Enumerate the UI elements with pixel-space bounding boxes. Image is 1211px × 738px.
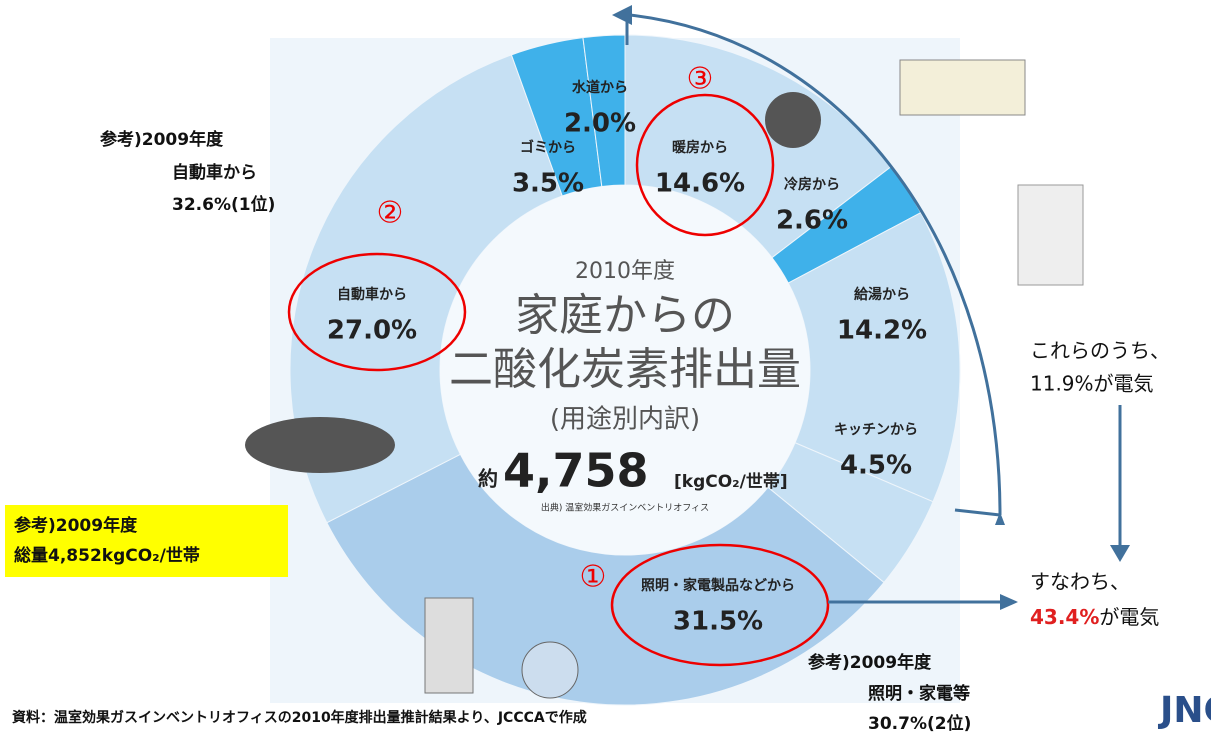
highlight-value: 43.4% bbox=[1030, 605, 1099, 629]
note-text: これらのうち、 bbox=[1030, 339, 1170, 363]
arrow-curve bbox=[629, 13, 1002, 516]
ref-text: 32.6%(1位) bbox=[172, 194, 275, 215]
arrow-head bbox=[612, 5, 632, 25]
center-year: 2010年度 bbox=[575, 259, 675, 284]
note-text: が電気 bbox=[1099, 605, 1159, 629]
note-text: 11.9%が電気 bbox=[1030, 372, 1154, 396]
center-source: 出典) 温室効果ガスインベントリオフィス bbox=[541, 502, 709, 514]
fridge-icon bbox=[424, 597, 474, 694]
slice-value: 2.0% bbox=[564, 109, 636, 139]
center-title: 二酸化炭素排出量 bbox=[449, 344, 801, 395]
slice-value: 27.0% bbox=[327, 316, 417, 346]
center-disc bbox=[440, 185, 810, 555]
slice-label: キッチンから bbox=[834, 422, 918, 438]
note-text: すなわち、 bbox=[1030, 570, 1130, 594]
slice-value: 4.5% bbox=[840, 451, 912, 481]
ref-text: 30.7%(2位) bbox=[868, 713, 971, 734]
slice-value: 2.6% bbox=[776, 206, 848, 236]
slice-label: 給湯から bbox=[854, 286, 910, 303]
aircon-icon bbox=[899, 59, 1026, 116]
rank-label: ② bbox=[377, 196, 404, 231]
ref-text: 自動車から bbox=[172, 162, 257, 183]
slice-value: 3.5% bbox=[512, 169, 584, 199]
slice-value: 14.2% bbox=[837, 316, 927, 346]
ref-text: 総量4,852kgCO₂/世帯 bbox=[14, 545, 200, 566]
center-subtitle: (用途別内訳) bbox=[550, 405, 700, 435]
slice-label: 暖房から bbox=[672, 139, 728, 156]
slice-label: 冷房から bbox=[784, 176, 840, 193]
heater-person-icon bbox=[765, 92, 821, 148]
center-unit: [kgCO₂/世帯] bbox=[674, 471, 788, 492]
ref-text: 参考)2009年度 bbox=[808, 652, 932, 673]
slice-label: ゴミから bbox=[520, 139, 576, 156]
center-title: 家庭からの bbox=[515, 290, 735, 341]
note-text: 43.4%が電気 bbox=[1030, 605, 1159, 629]
ref-box bbox=[5, 505, 288, 577]
arrow-head bbox=[1110, 545, 1130, 562]
slice-label: 自動車から bbox=[337, 286, 407, 303]
highlight-ring bbox=[635, 93, 775, 237]
arrow-head bbox=[995, 512, 1005, 525]
ref-text: 照明・家電等 bbox=[868, 683, 970, 704]
rank-label: ③ bbox=[687, 62, 714, 97]
arrow-head bbox=[1000, 594, 1018, 610]
arrow-line bbox=[954, 508, 1001, 517]
ref-text: 参考)2009年度 bbox=[100, 129, 224, 150]
logo: JNC bbox=[1157, 690, 1211, 731]
center-total: 4,758 bbox=[503, 444, 649, 498]
slice-value: 14.6% bbox=[655, 169, 745, 199]
car-icon bbox=[245, 417, 395, 473]
center-approx: 約 bbox=[478, 467, 498, 491]
slice-label: 水道から bbox=[572, 79, 628, 96]
slice-value: 31.5% bbox=[673, 607, 763, 637]
rank-label: ① bbox=[580, 560, 607, 595]
highlight-ring bbox=[287, 252, 467, 372]
ref-text: 参考)2009年度 bbox=[14, 515, 138, 536]
highlight-ring bbox=[610, 543, 830, 667]
footer: 資料：温室効果ガスインベントリオフィスの2010年度排出量推計結果より、JCCC… bbox=[12, 709, 587, 726]
slice-label: 照明・家電製品などから bbox=[641, 577, 795, 594]
lamp-icon bbox=[521, 641, 579, 699]
water-heater-icon bbox=[1017, 184, 1084, 286]
